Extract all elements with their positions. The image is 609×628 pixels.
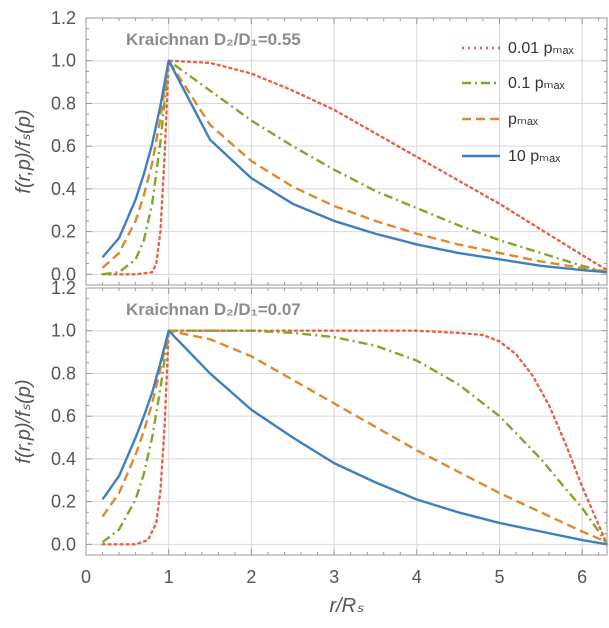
y-tick-label: 1.0: [51, 321, 76, 341]
x-tick-label: 3: [329, 567, 339, 587]
panel-annotation: Kraichnan D₂/D₁=0.55: [126, 30, 301, 49]
legend-entry-3: pₘₐₓ: [508, 111, 539, 128]
series-line-2: [101, 329, 609, 545]
x-tick-label: 0: [81, 567, 91, 587]
legend-entry-4: 10 pₘₐₓ: [508, 148, 561, 165]
y-tick-label: 0.6: [51, 406, 76, 426]
series-line-1: [101, 329, 609, 546]
panel-annotation: Kraichnan D₂/D₁=0.07: [126, 300, 301, 319]
x-axis-label: r/Rₛ: [329, 595, 364, 617]
x-tick-label: 2: [246, 567, 256, 587]
series-line-3: [101, 59, 608, 274]
series-line-3: [101, 329, 608, 544]
y-tick-label: 0.0: [51, 264, 76, 284]
x-tick-label: 6: [577, 567, 587, 587]
chart-panel-2: 0.0 0.2 0.4 0.6 0.8 1.0 1.2 Kraichnan D₂/D₁=0.0…: [13, 278, 609, 556]
x-tick-label: 4: [412, 567, 422, 587]
y-tick-label: 0.0: [51, 534, 76, 554]
chart-panel-1: 0.0 0.2 0.4 0.6 0.8 1.0 1.2 Kraichnan D₂/D₁=0.5…: [13, 8, 609, 286]
x-tick-label: 1: [164, 567, 174, 587]
y-tick-label: 0.4: [51, 449, 76, 469]
y-tick-label: 1.2: [51, 278, 76, 298]
y-tick-label: 0.8: [51, 363, 76, 383]
plot-frame: [85, 287, 608, 556]
y-tick-label: 1.0: [51, 51, 76, 71]
y-tick-label: 0.2: [51, 492, 76, 512]
y-axis-label: f(r,p)/fₛ(p): [13, 379, 35, 463]
y-tick-label: 0.4: [51, 179, 76, 199]
series-line-2: [102, 59, 608, 276]
y-axis-label: f(r,p)/fₛ(p): [13, 109, 35, 193]
y-tick-label: 0.8: [51, 93, 76, 113]
series-line-4: [101, 329, 608, 546]
y-tick-label: 0.2: [51, 222, 76, 242]
y-tick-label: 1.2: [51, 8, 76, 28]
x-tick-label: 5: [494, 567, 504, 587]
series-line-4: [101, 59, 608, 274]
y-tick-label: 0.6: [51, 136, 76, 156]
series-line-1: [101, 59, 609, 276]
legend-entry-2: 0.1 pₘₐₓ: [508, 75, 566, 92]
plot-frame: [85, 17, 608, 286]
legend-entry-1: 0.01 pₘₐₓ: [508, 40, 574, 57]
